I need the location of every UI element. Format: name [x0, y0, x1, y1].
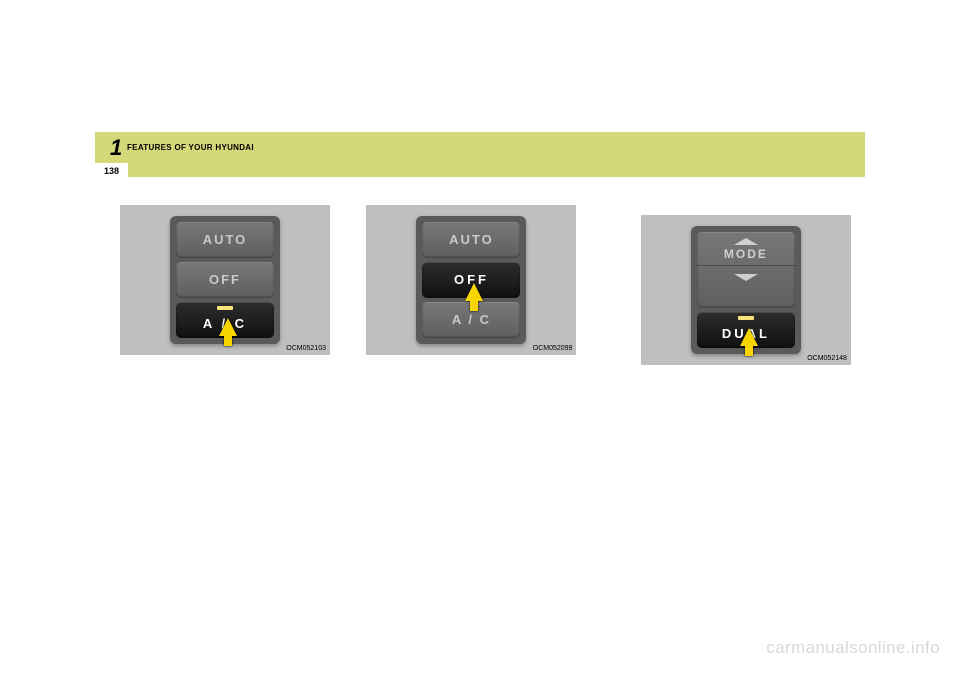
mode-button: MODE: [697, 232, 795, 308]
figures-row: AUTO OFF A / C OCM052103 AUTO OFF A / C …: [120, 205, 860, 405]
chevron-up-icon: [734, 238, 758, 245]
figure-dual-button: MODE DUAL OCM052148: [641, 215, 851, 365]
chapter-title: FEATURES OF YOUR HYUNDAI: [127, 143, 254, 152]
figure-ac-button: AUTO OFF A / C OCM052103: [120, 205, 330, 355]
figure-off-button: AUTO OFF A / C OCM052099: [366, 205, 576, 355]
figure-code: OCM052099: [533, 345, 573, 352]
chapter-number: 1: [110, 135, 122, 161]
header-bar: [95, 132, 865, 177]
ac-indicator-light: [217, 306, 233, 310]
pointer-arrow-icon: [219, 318, 237, 336]
dual-indicator-light: [738, 316, 754, 320]
mode-button-label: MODE: [697, 247, 795, 261]
page-number-tab: 138: [95, 163, 128, 185]
auto-button: AUTO: [422, 222, 520, 258]
figure-code: OCM052103: [286, 345, 326, 352]
auto-button-label: AUTO: [203, 232, 248, 247]
pointer-arrow-icon: [740, 328, 758, 346]
chevron-down-icon: [734, 274, 758, 281]
auto-button: AUTO: [176, 222, 274, 258]
figure-code: OCM052148: [807, 355, 847, 362]
off-button: OFF: [176, 262, 274, 298]
pointer-arrow-icon: [465, 283, 483, 301]
control-panel: AUTO OFF A / C: [416, 216, 526, 344]
auto-button-label: AUTO: [449, 232, 494, 247]
off-button-label: OFF: [209, 272, 241, 287]
watermark-text: carmanualsonline.info: [766, 638, 940, 658]
ac-button-label: A / C: [452, 312, 491, 327]
